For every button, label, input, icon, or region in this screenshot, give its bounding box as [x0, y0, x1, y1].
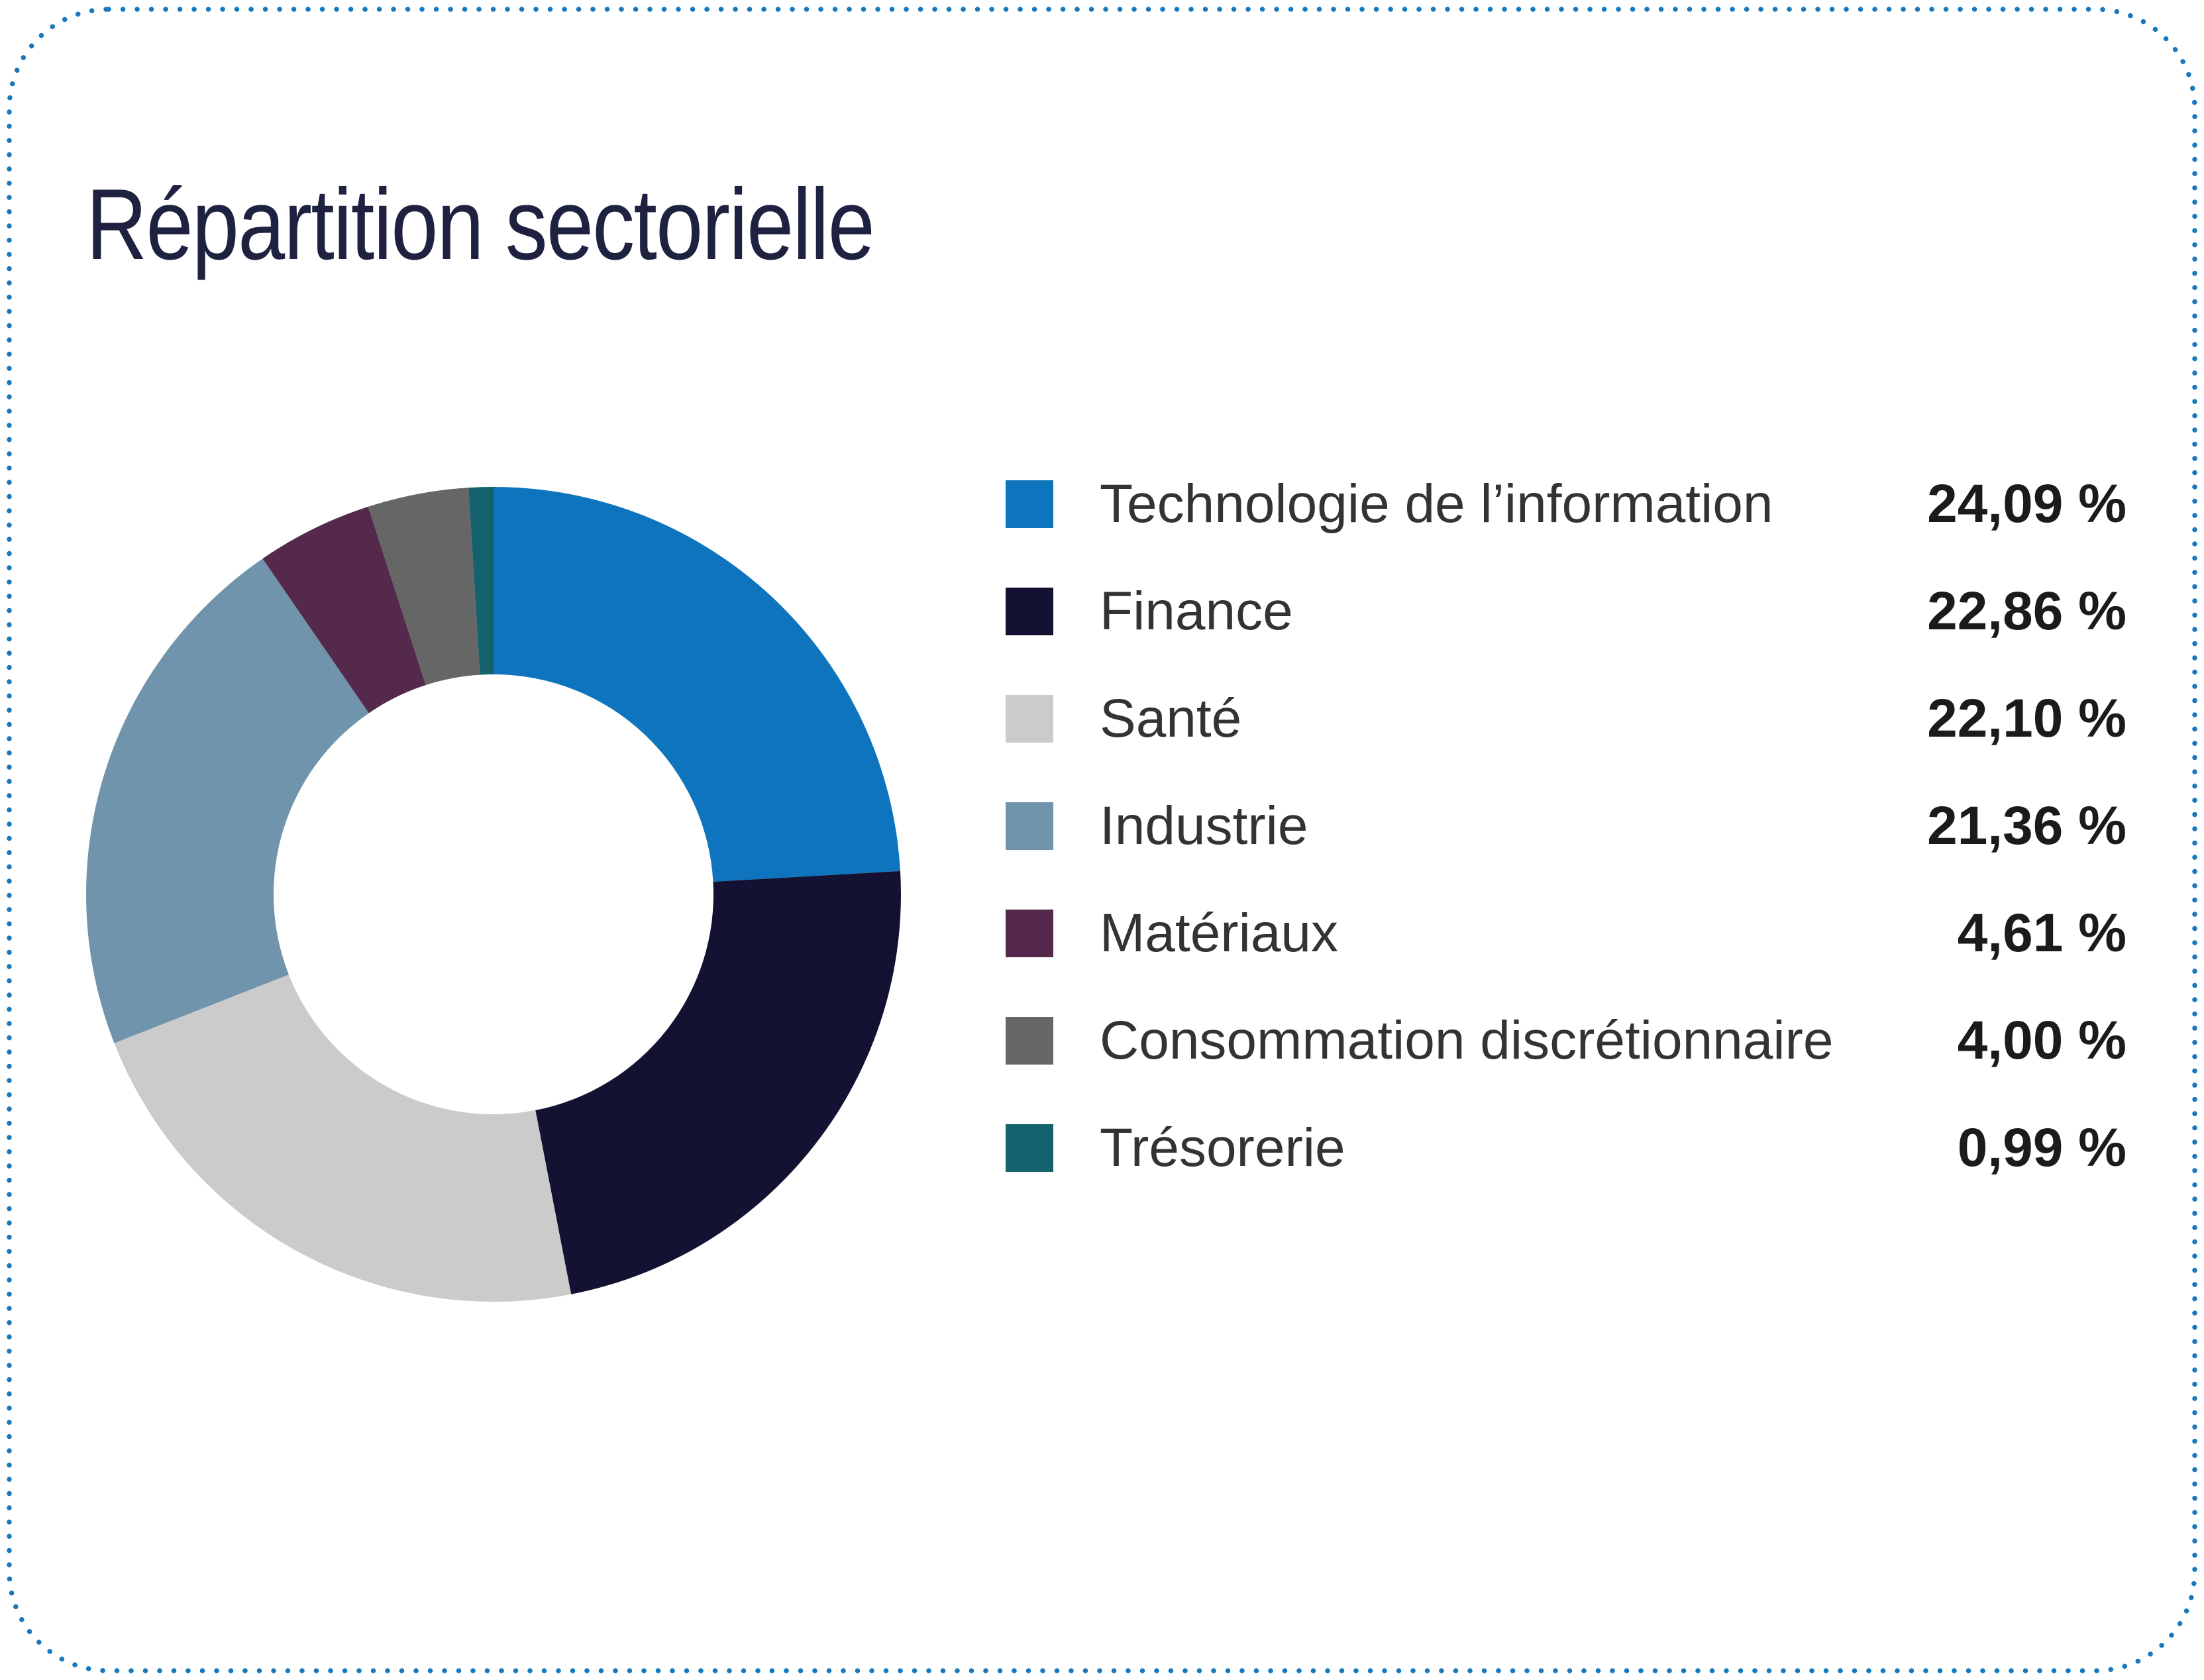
legend-value: 22,86 %	[1927, 581, 2126, 641]
legend-value: 22,10 %	[1927, 688, 2126, 749]
legend-swatch	[1006, 1017, 1053, 1065]
donut-slice-2	[535, 870, 901, 1294]
legend: Technologie de l’information 24,09 % Fin…	[1006, 474, 2126, 1178]
legend-swatch	[1006, 480, 1053, 528]
donut-slice-1	[494, 487, 900, 882]
legend-swatch	[1006, 802, 1053, 850]
donut-slice-7	[468, 486, 494, 675]
donut-slice-4	[86, 558, 369, 1043]
legend-swatch	[1006, 588, 1053, 635]
legend-label: Trésorerie	[1100, 1118, 1345, 1178]
page-title: Répartition sectorielle	[86, 168, 875, 281]
legend-swatch	[1006, 910, 1053, 957]
legend-item: Matériaux 4,61 %	[1006, 903, 2126, 963]
legend-label: Consommation discrétionnaire	[1100, 1010, 1834, 1071]
legend-label: Finance	[1100, 581, 1293, 641]
legend-item: Trésorerie 0,99 %	[1006, 1118, 2126, 1178]
legend-label: Matériaux	[1100, 903, 1339, 963]
donut-slice-6	[368, 488, 480, 686]
legend-value: 4,00 %	[1957, 1010, 2126, 1071]
legend-item: Industrie 21,36 %	[1006, 796, 2126, 856]
legend-swatch	[1006, 1124, 1053, 1172]
legend-label: Industrie	[1100, 796, 1308, 856]
legend-swatch	[1006, 695, 1053, 743]
donut-chart	[86, 486, 901, 1302]
legend-label: Santé	[1100, 688, 1242, 749]
legend-value: 4,61 %	[1957, 903, 2126, 963]
legend-item: Santé 22,10 %	[1006, 688, 2126, 749]
legend-value: 24,09 %	[1927, 474, 2126, 534]
legend-value: 21,36 %	[1927, 796, 2126, 856]
legend-item: Finance 22,86 %	[1006, 581, 2126, 641]
legend-item: Consommation discrétionnaire 4,00 %	[1006, 1010, 2126, 1071]
donut-slice-3	[114, 974, 572, 1302]
legend-value: 0,99 %	[1957, 1118, 2126, 1178]
legend-item: Technologie de l’information 24,09 %	[1006, 474, 2126, 534]
donut-slice-5	[262, 506, 426, 713]
legend-label: Technologie de l’information	[1100, 474, 1773, 534]
